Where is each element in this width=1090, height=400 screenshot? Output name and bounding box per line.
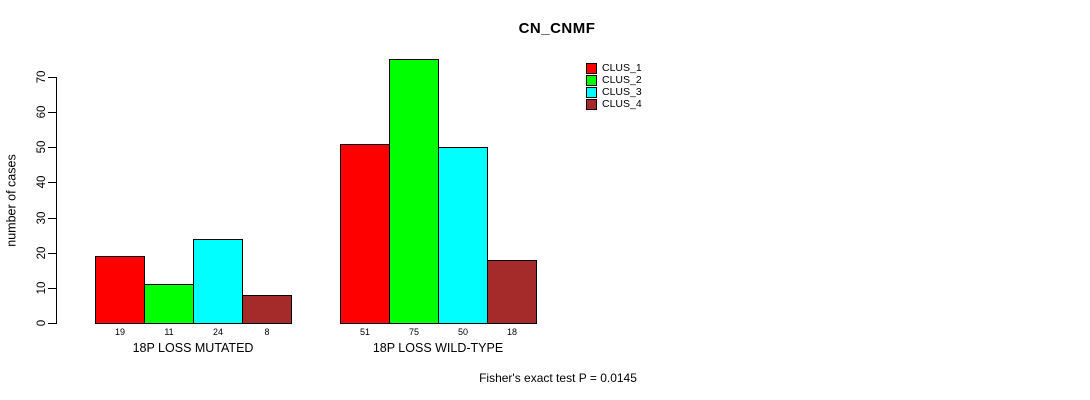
bar-value-label: 8 — [264, 327, 270, 337]
y-axis-label: number of cases — [4, 154, 19, 247]
y-tick-label: 30 — [36, 211, 48, 225]
bar — [95, 256, 145, 324]
bar — [389, 59, 439, 324]
legend-item: CLUS_2 — [586, 74, 642, 86]
annotation-text: Fisher's exact test P = 0.0145 — [479, 371, 637, 385]
group-label: 18P LOSS MUTATED — [132, 341, 254, 355]
chart-title: CN_CNMF — [518, 20, 596, 37]
y-axis-tick — [48, 77, 56, 78]
y-tick-label: 40 — [36, 175, 48, 189]
bar-value-label: 75 — [408, 327, 419, 337]
bar-value-label: 50 — [457, 327, 468, 337]
legend: CLUS_1 CLUS_2 CLUS_3 CLUS_4 — [586, 62, 642, 110]
bar-value-label: 19 — [114, 327, 125, 337]
group-label: 18P LOSS WILD-TYPE — [372, 341, 504, 355]
legend-label: CLUS_4 — [602, 98, 642, 110]
bar-value-label: 11 — [164, 327, 174, 337]
y-axis-tick — [48, 253, 56, 254]
y-axis-line — [56, 77, 57, 324]
bar — [340, 144, 390, 324]
bar — [242, 295, 292, 324]
bar-value-label: 18 — [506, 327, 517, 337]
bar-value-label: 24 — [212, 327, 223, 337]
bar — [144, 284, 194, 324]
legend-item: CLUS_3 — [586, 86, 642, 98]
y-tick-label: 20 — [36, 246, 48, 260]
y-axis-tick — [48, 112, 56, 113]
legend-label: CLUS_1 — [602, 62, 642, 74]
y-axis-tick — [48, 147, 56, 148]
y-axis-tick — [48, 288, 56, 289]
legend-item: CLUS_4 — [586, 98, 642, 110]
y-tick-label: 0 — [36, 319, 48, 327]
bar — [487, 260, 537, 324]
y-tick-label: 50 — [36, 140, 48, 154]
legend-swatch — [586, 86, 597, 98]
y-tick-label: 60 — [36, 105, 48, 119]
legend-label: CLUS_3 — [602, 86, 642, 98]
legend-swatch — [586, 62, 597, 74]
legend-swatch — [586, 74, 597, 86]
y-axis-tick — [48, 323, 56, 324]
y-axis-tick — [48, 182, 56, 183]
legend-item: CLUS_1 — [586, 62, 642, 74]
bar — [438, 147, 488, 324]
y-tick-label: 70 — [36, 70, 48, 84]
y-axis-tick — [48, 218, 56, 219]
y-tick-label: 10 — [36, 281, 48, 295]
bar-value-label: 51 — [359, 327, 370, 337]
bar — [193, 239, 243, 324]
legend-label: CLUS_2 — [602, 74, 642, 86]
legend-swatch — [586, 98, 597, 110]
